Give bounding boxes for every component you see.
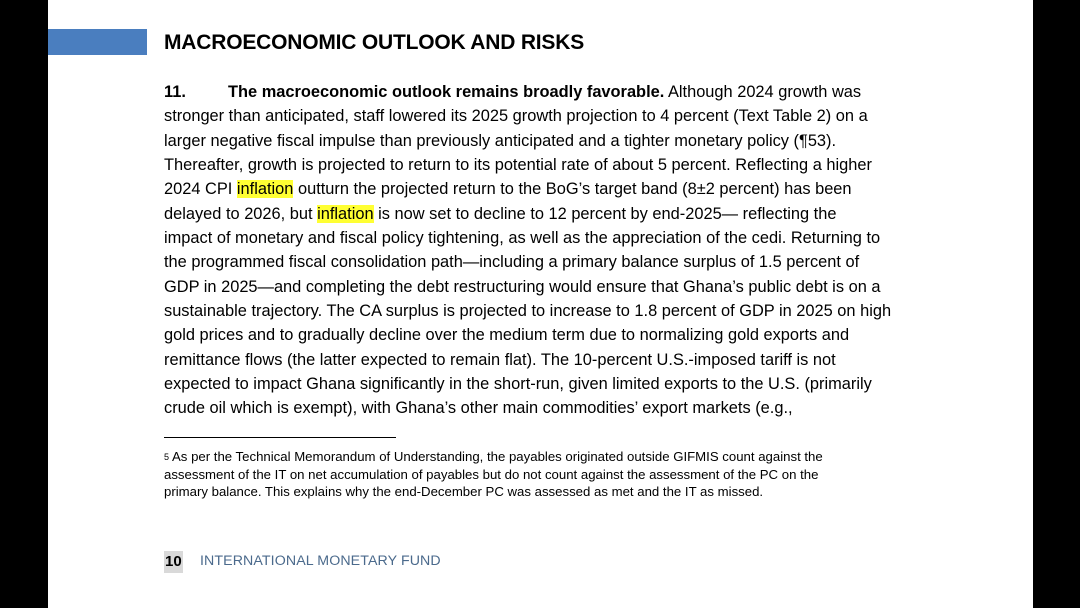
paragraph-line: remittance flows (the latter expected to…	[164, 350, 836, 369]
highlighted-term: inflation	[236, 180, 294, 199]
section-title: MACROECONOMIC OUTLOOK AND RISKS	[164, 31, 585, 54]
paragraph-line: Thereafter, growth is projected to retur…	[164, 156, 872, 175]
footnote-marker: 5	[164, 452, 170, 462]
page-number: 10	[164, 551, 183, 573]
paragraph-line: expected to impact Ghana significantly i…	[164, 375, 872, 394]
footnote-line-text: As per the Technical Memorandum of Under…	[172, 449, 823, 464]
section-accent-bar	[48, 29, 147, 55]
footnote-separator	[164, 437, 396, 438]
paragraph-line-text: is now set to decline to 12 percent by e…	[373, 204, 837, 223]
paragraph-number: 11.	[164, 83, 186, 101]
footnote-5: 5 As per the Technical Memorandum of Unde…	[164, 448, 904, 501]
running-footer: INTERNATIONAL MONETARY FUND	[200, 553, 441, 569]
footnote-line: 5 As per the Technical Memorandum of Unde…	[164, 448, 904, 466]
paragraph-line: crude oil which is exempt), with Ghana’s…	[164, 399, 793, 418]
paragraph-line: 2024 CPI inflation outturn the projected…	[164, 177, 914, 201]
paragraph-line: larger negative fiscal impulse than prev…	[164, 131, 837, 150]
paragraph-line: sustainable trajectory. The CA surplus i…	[164, 302, 892, 321]
paragraph-lead-sentence: The macroeconomic outlook remains broadl…	[228, 83, 665, 101]
paragraph-line: the programmed fiscal consolidation path…	[164, 253, 860, 272]
paragraph-line: gold prices and to gradually decline ove…	[164, 326, 850, 345]
paragraph-line-text: delayed to 2026, but	[164, 204, 318, 223]
paragraph-11: 11. The macroeconomic outlook remains bro…	[164, 80, 914, 421]
paragraph-line: GDP in 2025—and completing the debt rest…	[164, 277, 881, 296]
paragraph-line: stronger than anticipated, staff lowered…	[164, 107, 868, 126]
paragraph-line: 11. The macroeconomic outlook remains bro…	[164, 80, 914, 104]
document-page	[48, 0, 1033, 608]
paragraph-line-text: 2024 CPI	[164, 180, 237, 199]
footnote-line: assessment of the IT on net accumulation…	[164, 466, 819, 482]
footnote-line: primary balance. This explains why the e…	[164, 484, 764, 499]
paragraph-line-text: Although 2024 growth was	[664, 83, 862, 101]
highlighted-term: inflation	[317, 204, 374, 223]
paragraph-line: impact of monetary and fiscal policy tig…	[164, 229, 881, 248]
paragraph-line-text: outturn the projected return to the BoG’…	[293, 180, 852, 199]
paragraph-line: delayed to 2026, but inflation is now se…	[164, 202, 914, 226]
